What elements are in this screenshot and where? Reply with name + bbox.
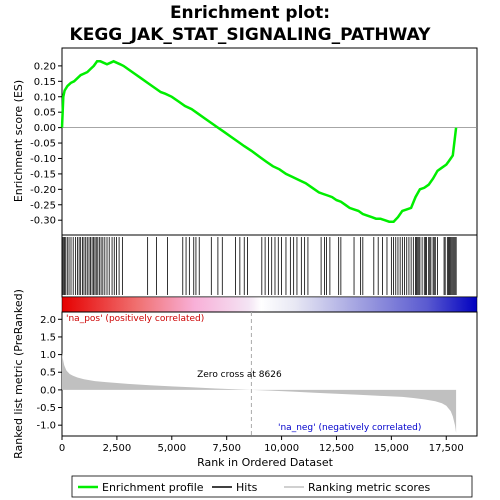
metric-x-tick-label: 5,000	[157, 443, 186, 454]
legend-label-metric: Ranking metric scores	[308, 481, 430, 494]
es-panel-frame	[61, 47, 478, 236]
metric-x-tick-label: 12,500	[319, 443, 354, 454]
es-profile-line	[60, 59, 458, 223]
es-y-tick-label: -0.25	[30, 200, 56, 211]
metric-x-tick-label: 10,000	[264, 443, 299, 454]
metric-x-tick-label: 15,000	[374, 443, 409, 454]
metric-y-axis: 2.0 1.5 1.0 0.5 0.0 -0.5 -1.0	[36, 315, 62, 432]
metric-x-tick-label: 7,500	[212, 443, 241, 454]
metric-x-axis: 0 2,500 5,000 7,500 10,000 12,500 15,000 17,500	[59, 436, 464, 454]
rank-color-bar	[61, 296, 478, 313]
metric-x-tick-label: 2,500	[103, 443, 132, 454]
metric-y-tick-label: 2.0	[40, 315, 56, 326]
es-y-tick-label: -0.10	[30, 154, 56, 165]
es-y-tick-label: 0.20	[34, 61, 56, 72]
metric-y-tick-label: -1.0	[36, 421, 56, 432]
es-y-tick-label: 0.10	[34, 92, 56, 103]
metric-y-tick-label: 1.0	[40, 350, 56, 361]
chart-title-line2: KEGG_JAK_STAT_SIGNALING_PATHWAY	[70, 25, 432, 45]
es-y-tick-label: 0.00	[34, 123, 56, 134]
metric-y-tick-label: 0.0	[40, 385, 56, 396]
es-y-tick-label: -0.15	[30, 169, 56, 180]
metric-y-tick-label: -0.5	[36, 403, 56, 414]
es-y-tick-label: -0.05	[30, 139, 56, 150]
es-y-tick-label: 0.05	[34, 108, 56, 119]
metric-y-tick-label: 0.5	[40, 368, 56, 379]
es-y-tick-label: 0.15	[34, 77, 56, 88]
metric-y-axis-label: Ranked list metric (PreRanked)	[12, 289, 25, 459]
es-y-tick-label: -0.30	[30, 216, 56, 227]
hits-panel-frame	[61, 234, 478, 298]
positive-correlation-label: 'na_pos' (positively correlated)	[66, 314, 204, 324]
legend-box	[71, 475, 473, 498]
hit-marks	[62, 237, 457, 295]
metric-x-axis-label: Rank in Ordered Dataset	[197, 456, 334, 469]
metric-x-tick-label: 0	[59, 443, 65, 454]
negative-correlation-label: 'na_neg' (negatively correlated)	[278, 423, 421, 433]
ranking-metric-area	[62, 352, 457, 433]
legend-label-es: Enrichment profile	[102, 481, 204, 494]
es-y-tick-label: -0.20	[30, 185, 56, 196]
chart-title-line1: Enrichment plot:	[170, 3, 330, 23]
zero-cross-label: Zero cross at 8626	[197, 370, 282, 380]
metric-y-tick-label: 1.5	[40, 332, 56, 343]
legend-label-hits: Hits	[236, 481, 258, 494]
es-y-axis-label: Enrichment score (ES)	[12, 80, 25, 202]
es-y-axis: 0.20 0.15 0.10 0.05 0.00 -0.05 -0.10 -0.15 -0.20…	[30, 61, 62, 227]
metric-x-tick-label: 17,500	[429, 443, 464, 454]
